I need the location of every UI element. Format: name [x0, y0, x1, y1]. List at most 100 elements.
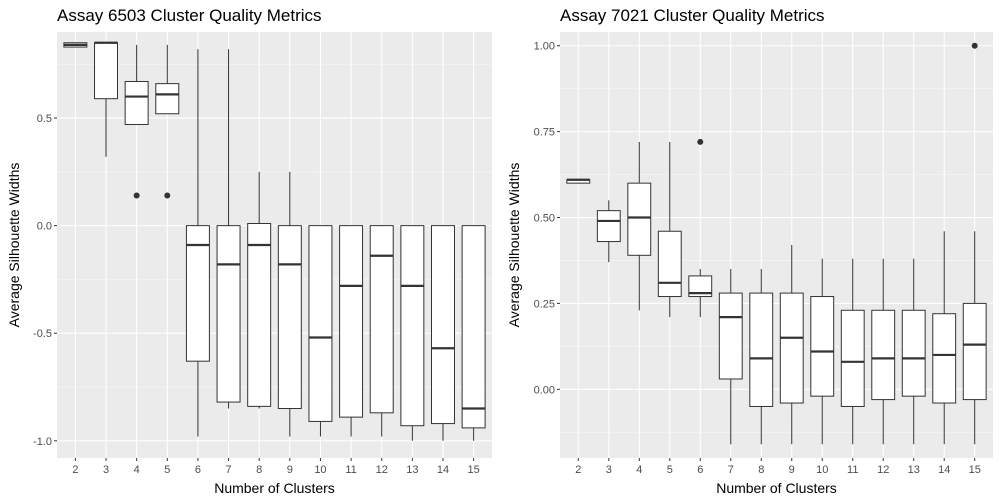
x-tick-label: 10: [314, 464, 326, 476]
x-tick-label: 4: [134, 464, 140, 476]
boxplot-5: [657, 141, 682, 318]
boxplot-13: [901, 258, 926, 445]
box: [718, 292, 743, 380]
boxplot-12: [369, 225, 394, 437]
boxplot-3: [94, 41, 119, 157]
box: [932, 313, 957, 404]
box: [810, 296, 835, 397]
boxplot-14: [932, 231, 957, 445]
boxplot-11: [840, 258, 865, 445]
boxplot-14: [430, 225, 455, 441]
x-tick-label: 10: [816, 464, 828, 476]
box: [657, 230, 682, 298]
box: [94, 42, 119, 100]
x-tick-label: 5: [667, 464, 673, 476]
boxplot-12: [871, 258, 896, 445]
x-tick-label: 12: [877, 464, 889, 476]
boxplot-10: [810, 258, 835, 445]
chart-left: Assay 6503 Cluster Quality Metrics -1.0 -…: [6, 6, 492, 496]
boxplot-4: [627, 141, 652, 311]
boxplot-4: [124, 44, 149, 199]
x-tick-label: 13: [406, 464, 418, 476]
boxplot-13: [400, 225, 425, 441]
x-tick-label: 6: [195, 464, 201, 476]
x-tick-label: 9: [287, 464, 293, 476]
x-tick-label: 6: [697, 464, 703, 476]
x-tick-label: 7: [225, 464, 231, 476]
box: [277, 225, 302, 410]
boxplot-9: [277, 171, 302, 437]
y-tick-label: 0.0: [37, 221, 52, 233]
box: [308, 225, 333, 422]
chart-title: Assay 7021 Cluster Quality Metrics: [560, 6, 825, 25]
x-tick-label: 14: [437, 464, 449, 476]
outlier-point: [133, 192, 140, 199]
x-axis-title: Number of Clusters: [716, 480, 837, 496]
x-tick-label: 4: [636, 464, 642, 476]
box: [779, 292, 804, 404]
chart-title: Assay 6503 Cluster Quality Metrics: [57, 6, 322, 25]
boxplots: [566, 42, 987, 445]
boxplot-9: [779, 245, 804, 445]
box: [430, 225, 455, 425]
y-tick-label: 0.50: [534, 213, 555, 225]
x-tick-label: 13: [908, 464, 920, 476]
boxplot-8: [749, 269, 774, 445]
y-axis-title: Average Silhouette Widths: [506, 163, 522, 328]
outlier-point: [971, 42, 978, 49]
plot-background: [560, 32, 993, 458]
x-tick-label: 3: [103, 464, 109, 476]
boxplot-8: [247, 171, 272, 409]
x-tick-label: 8: [758, 464, 764, 476]
y-tick-label: 0.25: [534, 298, 555, 310]
x-tick-label: 14: [938, 464, 950, 476]
x-tick-label: 9: [789, 464, 795, 476]
x-tick-label: 2: [575, 464, 581, 476]
x-tick-label: 12: [376, 464, 388, 476]
boxplot-15: [461, 225, 486, 441]
boxplot-3: [596, 200, 621, 263]
y-tick-label: 0.00: [534, 384, 555, 396]
x-tick-label: 2: [72, 464, 78, 476]
box: [339, 225, 364, 418]
y-tick-label: 0.75: [534, 127, 555, 139]
y-tick-label: 1.00: [534, 41, 555, 53]
axis-ticks: 0.00 0.25 0.50 0.75 1.00 2 3 4 5 6 7 8 9 10 11 12 13 14 15: [534, 41, 981, 476]
box: [155, 83, 180, 115]
x-tick-label: 11: [345, 464, 356, 476]
x-axis-title: Number of Clusters: [214, 480, 335, 496]
y-tick-label: -0.5: [33, 328, 52, 340]
plot-background: [57, 32, 492, 458]
box: [749, 292, 774, 407]
box: [627, 182, 652, 256]
boxplots: [63, 41, 486, 441]
boxplot-2: [566, 178, 591, 184]
box: [461, 225, 486, 429]
boxplot-6: [185, 49, 210, 437]
grid-lines: [560, 32, 993, 458]
boxplot-5: [155, 44, 180, 199]
boxplot-11: [339, 225, 364, 437]
x-tick-label: 8: [256, 464, 262, 476]
boxplot-15: [962, 42, 987, 445]
boxplot-7: [216, 49, 241, 409]
x-tick-label: 15: [467, 464, 479, 476]
boxplot-6: [688, 138, 713, 318]
box: [185, 225, 210, 362]
y-axis-title: Average Silhouette Widths: [6, 163, 22, 328]
box: [369, 225, 394, 414]
box: [247, 222, 272, 407]
box: [216, 225, 241, 403]
x-tick-label: 11: [847, 464, 858, 476]
boxplot-2: [63, 42, 88, 48]
y-tick-label: 0.5: [37, 113, 52, 125]
box: [962, 302, 987, 401]
y-tick-label: -1.0: [33, 436, 52, 448]
boxplot-7: [718, 269, 743, 445]
box: [901, 309, 926, 397]
x-tick-label: 7: [728, 464, 734, 476]
box: [596, 210, 621, 243]
outlier-point: [164, 192, 171, 199]
